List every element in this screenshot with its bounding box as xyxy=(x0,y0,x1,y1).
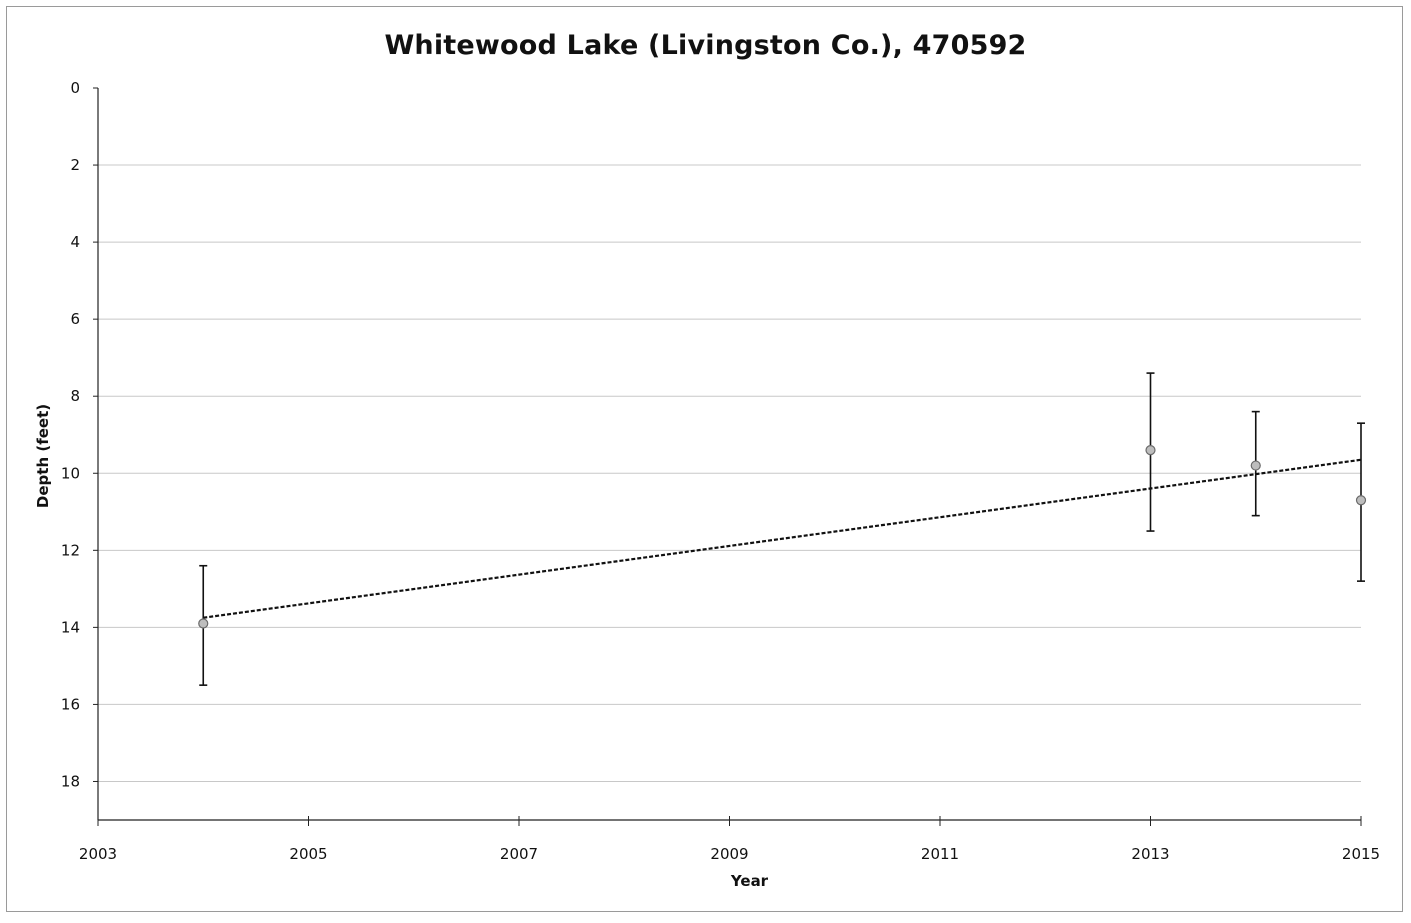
y-tick-label: 10 xyxy=(61,464,80,482)
data-point xyxy=(1145,445,1156,456)
chart-frame xyxy=(6,6,1403,912)
y-tick-label: 14 xyxy=(61,618,80,636)
x-tick-label: 2013 xyxy=(1131,845,1169,863)
tick-labels: 0 2 4 6 8 10 12 14 16 18 2003 2005 2007 2009 2011 2013 2… xyxy=(61,79,1380,863)
x-tick-label: 2015 xyxy=(1342,845,1380,863)
y-tick-label: 18 xyxy=(61,772,80,790)
data-point xyxy=(1355,495,1367,506)
data-point xyxy=(198,618,209,629)
error-bars xyxy=(199,372,1365,686)
x-axis-title: Year xyxy=(730,872,769,890)
y-tick-label: 8 xyxy=(70,387,80,405)
data-point xyxy=(1250,460,1261,471)
x-tick-label: 2009 xyxy=(710,845,748,863)
x-tick-label: 2003 xyxy=(79,845,117,863)
y-tick-label: 0 xyxy=(70,79,80,97)
y-tick-label: 2 xyxy=(70,156,80,174)
chart-title: Whitewood Lake (Livingston Co.), 470592 xyxy=(384,30,1027,61)
trendline xyxy=(203,458,1362,619)
data-points xyxy=(198,445,1367,629)
x-tick-label: 2007 xyxy=(500,845,538,863)
gridlines xyxy=(98,164,1361,821)
x-tick-label: 2011 xyxy=(921,845,959,863)
y-tick-label: 12 xyxy=(61,541,80,559)
y-tick-label: 4 xyxy=(70,233,80,251)
axes xyxy=(93,87,1362,826)
y-axis-title: Depth (feet) xyxy=(34,404,52,508)
y-tick-label: 16 xyxy=(61,695,80,713)
y-tick-label: 6 xyxy=(70,310,80,328)
trendline-layer xyxy=(203,458,1362,619)
x-tick-label: 2005 xyxy=(289,845,327,863)
